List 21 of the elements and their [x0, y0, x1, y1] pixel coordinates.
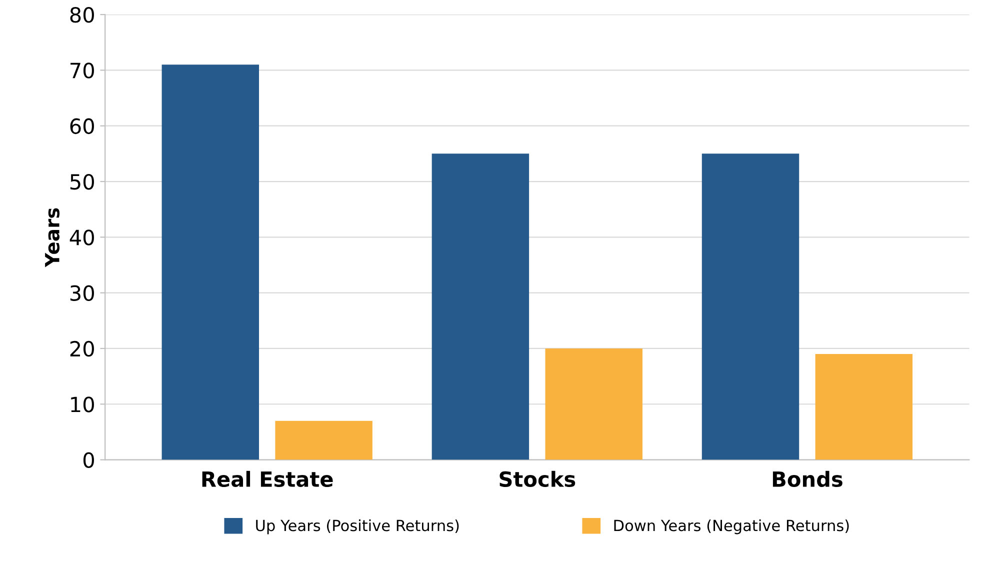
x-tick-label: Real Estate [202, 470, 333, 488]
y-tick-label: 0 [83, 452, 94, 468]
x-tick-label: Stocks [500, 470, 576, 488]
legend-label: Up Years (Positive Returns) [256, 519, 459, 534]
y-tick-label: 10 [71, 396, 94, 412]
bar [702, 154, 800, 460]
bar [162, 64, 260, 460]
y-tick-label: 70 [70, 62, 94, 78]
y-axis-title: Years [45, 208, 60, 268]
y-tick-label: 60 [70, 118, 94, 134]
bar [432, 154, 530, 460]
y-tick-label: 80 [70, 7, 94, 23]
bar [275, 420, 372, 460]
y-tick-label: 20 [70, 340, 94, 357]
y-tick-label: 50 [70, 174, 94, 190]
y-tick-label: 40 [70, 230, 94, 246]
y-tick-label: 30 [70, 285, 94, 302]
bar [815, 354, 913, 460]
legend-label: Down Years (Negative Returns) [614, 519, 849, 534]
bar [545, 348, 642, 460]
x-tick-label: Bonds [772, 470, 842, 488]
